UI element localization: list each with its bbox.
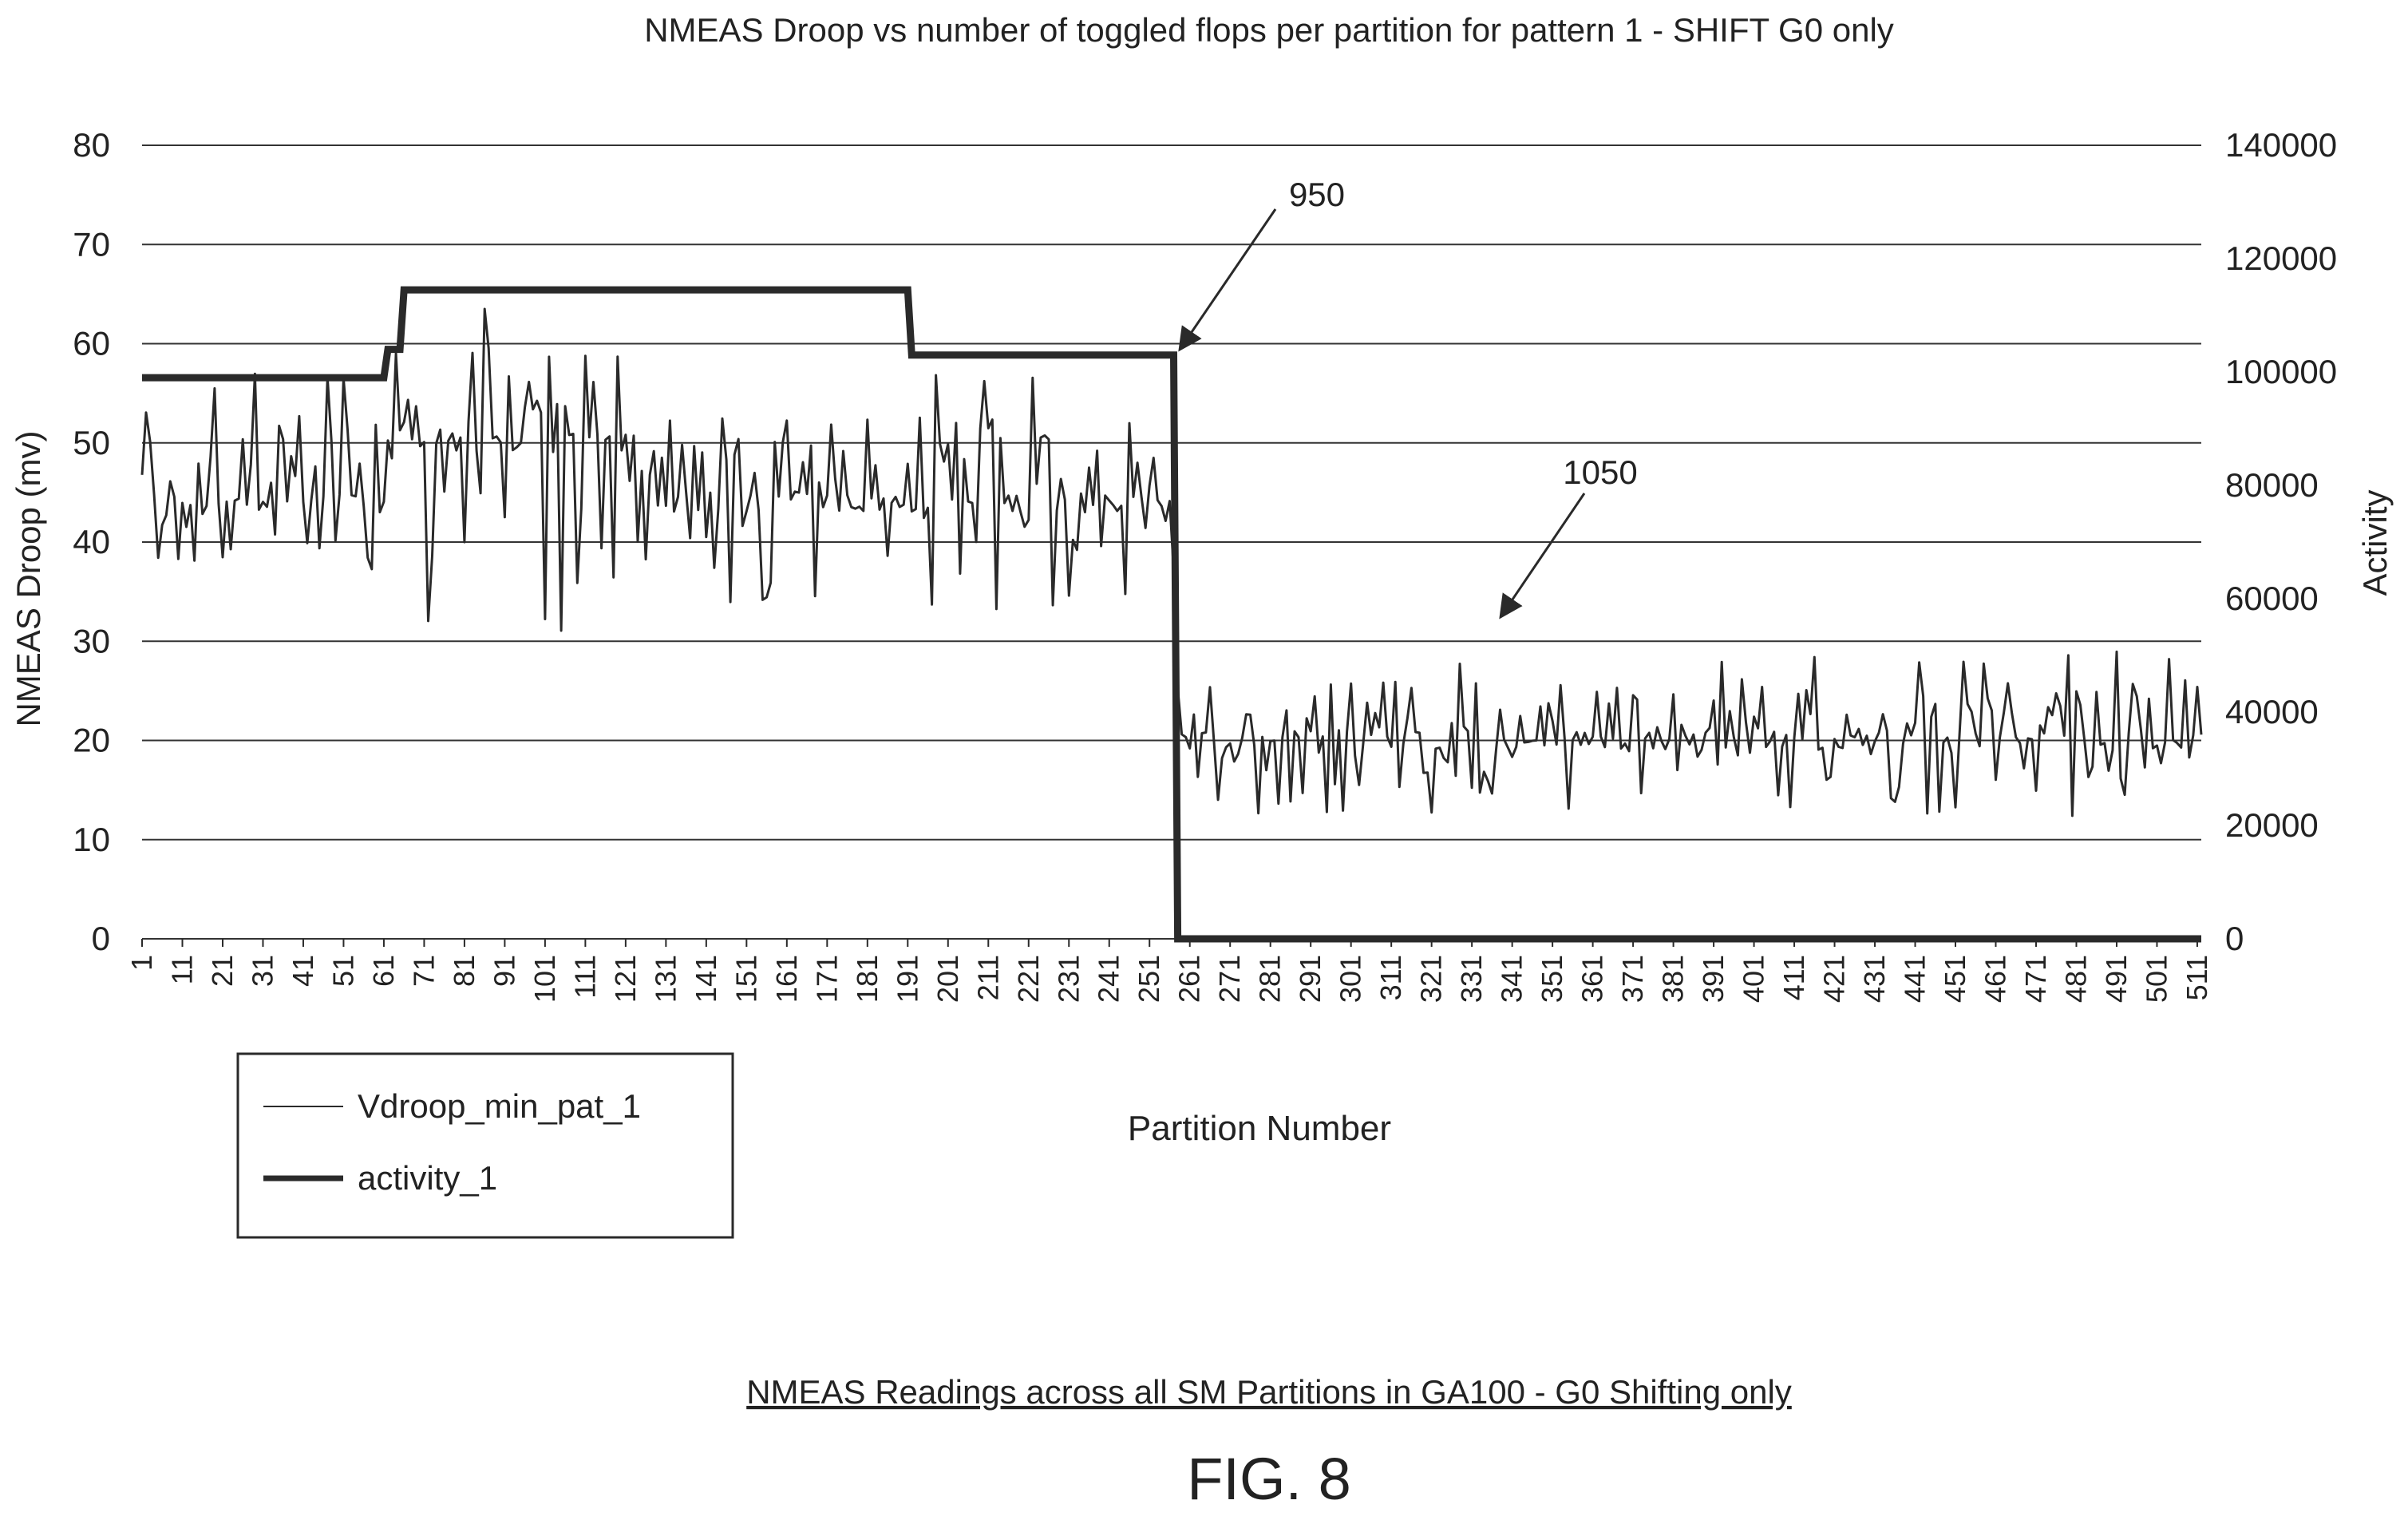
y-axis-title: NMEAS Droop (mv) [10,430,47,726]
y2-tick-label: 140000 [2225,126,2337,164]
annotation-950: 950 [1178,176,1345,352]
y2-tick-label: 80000 [2225,466,2319,504]
x-tick-label: 101 [528,955,561,1003]
x-tick-label: 251 [1133,955,1165,1003]
legend-label-vdroop: Vdroop_min_pat_1 [358,1087,641,1125]
y2-tick-label: 20000 [2225,806,2319,844]
x-tick-label: 421 [1818,955,1851,1003]
y2-axis-ticks: 0 20000 40000 60000 80000 100000 120000 140000 [2225,126,2337,957]
y-axis-ticks: 0 10 20 30 40 50 60 70 80 [73,126,110,957]
x-tick-label: 351 [1536,955,1568,1003]
x-tick-label: 161 [770,955,803,1003]
x-tick-label: 221 [1012,955,1045,1003]
x-tick-label: 91 [488,955,520,987]
x-tick-label: 431 [1858,955,1891,1003]
x-tick-label: 191 [891,955,923,1003]
y-tick-label: 0 [92,920,110,957]
legend-label-activity: activity_1 [358,1159,497,1197]
y2-tick-label: 0 [2225,920,2244,957]
legend: Vdroop_min_pat_1 activity_1 [236,1052,734,1239]
x-axis-title: Partition Number [1128,1109,1391,1148]
figure-caption: NMEAS Readings across all SM Partitions … [746,1373,1792,1411]
x-tick-label: 301 [1334,955,1367,1003]
x-tick-label: 511 [2181,955,2213,1000]
x-tick-label: 491 [2100,955,2133,1003]
x-tick-label: 41 [287,955,319,987]
y-tick-label: 60 [73,325,110,362]
x-tick-label: 341 [1496,955,1528,1003]
legend-box [236,1052,734,1239]
series-activity-line [142,286,2201,943]
annotation-label-1050: 1050 [1563,453,1637,491]
y-tick-label: 70 [73,225,110,263]
x-tick-label: 201 [931,955,964,1003]
figure-label: FIG. 8 [1187,1446,1351,1512]
annotation-arrow-1050 [1499,493,1586,619]
y-tick-label: 80 [73,126,110,164]
x-tick-label: 291 [1294,955,1327,1003]
x-tick-label: 461 [1979,955,2012,1003]
x-tick-label: 1 [125,955,158,971]
y2-tick-label: 100000 [2225,353,2337,390]
x-tick-label: 61 [367,955,400,987]
x-tick-label: 361 [1576,955,1609,1003]
y-tick-label: 50 [73,424,110,461]
x-tick-label: 271 [1213,955,1246,1003]
x-tick-label: 171 [810,955,843,1003]
x-tick-label: 51 [326,955,359,987]
x-tick-label: 311 [1374,955,1407,1000]
x-tick-label: 451 [1939,955,1971,1003]
annotation-1050: 1050 [1499,453,1638,619]
x-tick-label: 131 [649,955,682,1003]
y2-tick-label: 60000 [2225,580,2319,617]
x-tick-label: 241 [1093,955,1125,1003]
y-tick-label: 40 [73,523,110,560]
x-tick-label: 141 [690,955,722,1003]
x-tick-label: 181 [851,955,884,1003]
x-tick-label: 71 [407,955,440,987]
x-tick-label: 151 [730,955,762,1003]
x-tick-label: 441 [1899,955,1932,1003]
x-tick-label: 121 [609,955,642,1003]
x-tick-label: 371 [1616,955,1649,1003]
annotation-arrow-950 [1178,208,1277,352]
x-tick-label: 391 [1697,955,1730,1003]
x-tick-label: 481 [2059,955,2092,1003]
x-tick-label: 21 [206,955,239,987]
x-tick-label: 111 [568,955,601,999]
x-tick-label: 321 [1415,955,1448,1003]
x-tick-label: 281 [1254,955,1287,1003]
y2-tick-label: 40000 [2225,693,2319,730]
y-tick-label: 30 [73,622,110,659]
x-tick-label: 31 [246,955,279,987]
x-tick-label: 401 [1738,955,1770,1003]
x-tick-label: 411 [1777,955,1810,1000]
y2-tick-label: 120000 [2225,239,2337,277]
y-tick-label: 10 [73,821,110,858]
x-tick-label: 11 [165,955,198,984]
x-tick-label: 331 [1455,955,1488,1003]
x-tick-label: 501 [2140,955,2173,1003]
annotation-label-950: 950 [1289,176,1345,213]
x-tick-label: 231 [1052,955,1085,1003]
series-layer [140,286,2203,943]
x-tick-label: 381 [1657,955,1690,1003]
chart-title: NMEAS Droop vs number of toggled flops p… [644,11,1894,49]
x-tick-label: 471 [2019,955,2052,1003]
x-tick-label: 211 [971,955,1004,1000]
y-tick-label: 20 [73,722,110,759]
x-axis-ticks: 1 11 21 31 41 51 61 71 81 91 101 111 121 131 141 151 161… [125,939,2213,1003]
x-tick-label: 81 [448,955,480,987]
y2-axis-title: Activity [2356,489,2394,596]
x-tick-label: 261 [1173,955,1206,1003]
